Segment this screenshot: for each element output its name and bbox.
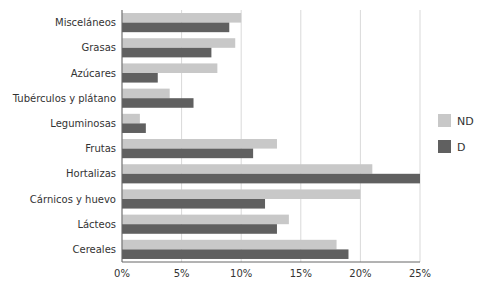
x-tick-label: 0%	[114, 268, 130, 279]
legend-label: ND	[457, 115, 474, 128]
x-tick-label: 15%	[290, 268, 312, 279]
chart-svg: 0% 5% 10% 15% 20% 25% Cereales Lácteos Cárnicos …	[0, 0, 500, 290]
bar	[122, 189, 360, 199]
bar	[122, 13, 241, 23]
legend-swatch	[438, 140, 451, 153]
y-tick-label: Leguminosas	[50, 118, 116, 129]
grid-line	[122, 10, 123, 262]
legend: ND D	[438, 114, 474, 154]
legend-swatch	[438, 114, 451, 127]
x-tick-label: 20%	[349, 268, 371, 279]
bar	[122, 114, 140, 124]
bar	[122, 215, 289, 225]
bar	[122, 38, 235, 48]
y-tick-label: Azúcares	[71, 68, 116, 79]
bar	[122, 63, 217, 73]
bar	[122, 149, 253, 159]
bar	[122, 240, 337, 250]
x-tick-label: 25%	[409, 268, 431, 279]
y-tick-label: Lácteos	[77, 219, 116, 230]
y-tick-label: Frutas	[85, 143, 116, 154]
grid-line	[300, 10, 301, 262]
bar	[122, 199, 265, 209]
grid-line	[360, 10, 361, 262]
y-tick-label: Grasas	[81, 42, 116, 53]
x-tick-label: 5%	[174, 268, 190, 279]
x-tick-label: 10%	[230, 268, 252, 279]
bar	[122, 139, 277, 149]
bar	[122, 164, 372, 174]
legend-label: D	[457, 141, 465, 154]
bar	[122, 224, 277, 234]
bar	[122, 174, 420, 184]
x-axis-line	[122, 262, 420, 263]
y-tick-label: Hortalizas	[66, 168, 116, 179]
y-tick-label: Misceláneos	[55, 17, 116, 28]
chart-container: 0% 5% 10% 15% 20% 25% Cereales Lácteos Cárnicos …	[0, 0, 500, 290]
bar	[122, 123, 146, 133]
bar	[122, 89, 170, 99]
bar	[122, 249, 348, 259]
y-tick-label: Tubérculos y plátano	[12, 93, 116, 104]
axes: 0% 5% 10% 15% 20% 25% Cereales Lácteos Cárnicos …	[12, 10, 431, 279]
bars	[122, 13, 420, 259]
grid	[122, 10, 420, 262]
bar	[122, 73, 158, 83]
y-tick-label: Cárnicos y huevo	[30, 194, 116, 205]
bar	[122, 48, 211, 58]
bar	[122, 98, 194, 108]
y-tick-label: Cereales	[73, 244, 116, 255]
y-axis-line	[122, 10, 123, 262]
grid-line	[420, 10, 421, 262]
bar	[122, 23, 229, 33]
